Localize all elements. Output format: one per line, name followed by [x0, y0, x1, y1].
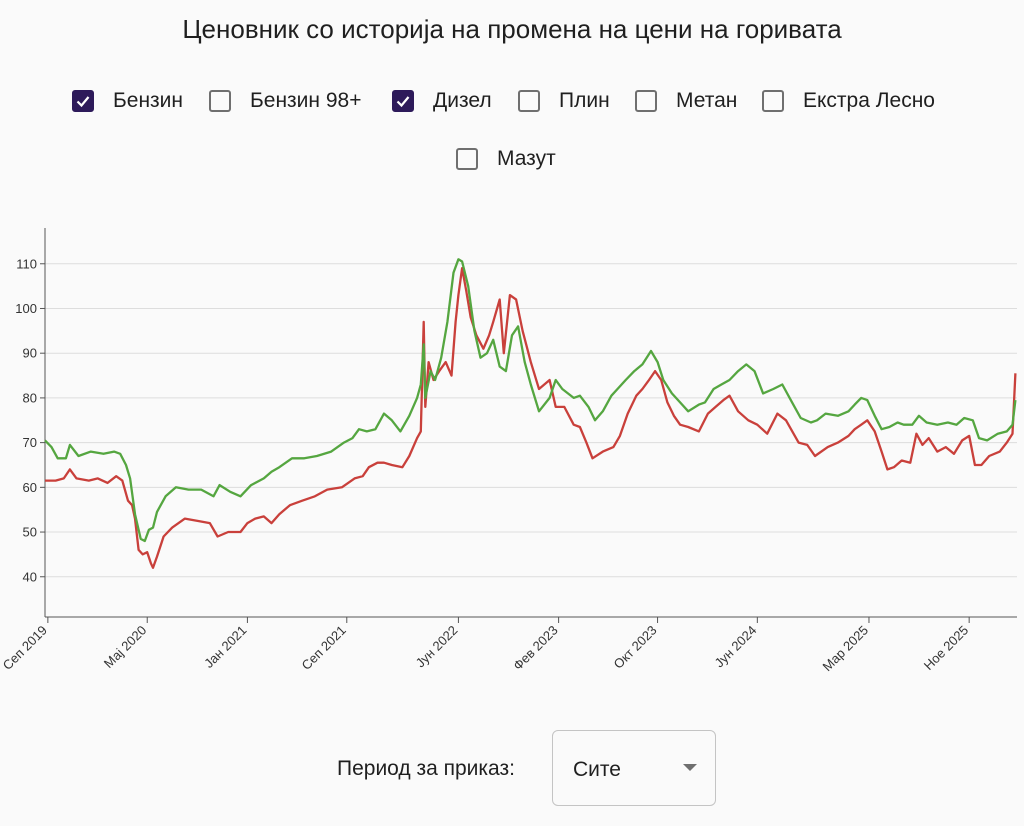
filter-dizel[interactable]: Дизел — [392, 89, 492, 113]
period-selector: Период за приказ: Сите — [0, 730, 1024, 806]
series-line-dizel — [44, 258, 1017, 543]
filter-mazut[interactable]: Мазут — [456, 147, 556, 171]
x-tick-label: Јан 2021 — [201, 623, 249, 671]
filter-benzin-98[interactable]: Бензин 98+ — [209, 89, 361, 113]
price-history-chart: 40 50 60 70 80 90 100 110 Сеп 2019 Мај 2020 Јан 20… — [0, 200, 1024, 700]
filter-label: Метан — [676, 89, 738, 112]
chevron-down-icon — [683, 764, 697, 771]
filter-benzin[interactable]: Бензин — [72, 89, 183, 113]
y-tick-label: 40 — [23, 569, 37, 584]
filter-label: Плин — [559, 89, 610, 112]
filter-metan[interactable]: Метан — [635, 89, 737, 113]
checkbox[interactable] — [72, 90, 94, 112]
x-tick-label: Ное 2025 — [921, 623, 971, 673]
checkbox[interactable] — [762, 90, 784, 112]
filter-ekstra-lesno[interactable]: Екстра Лесно — [762, 89, 935, 113]
checkbox[interactable] — [635, 90, 657, 112]
x-tick-label: Мар 2025 — [819, 623, 871, 675]
checkbox[interactable] — [209, 90, 231, 112]
period-label: Период за приказ: — [337, 757, 515, 780]
series-line-benzin — [45, 267, 1017, 569]
y-tick-label: 100 — [15, 301, 37, 316]
y-tick-label: 110 — [16, 256, 37, 271]
x-tick-label: Сеп 2021 — [299, 623, 349, 673]
filter-label: Екстра Лесно — [803, 89, 935, 112]
y-tick-label: 60 — [23, 480, 37, 495]
checkbox[interactable] — [456, 148, 478, 170]
checkbox[interactable] — [392, 90, 414, 112]
y-tick-label: 80 — [23, 390, 37, 405]
x-tick-label: Јун 2022 — [413, 623, 461, 671]
period-select[interactable]: Сите — [552, 730, 716, 806]
page-title: Ценовник со историја на промена на цени … — [182, 14, 842, 44]
y-tick-label: 50 — [23, 525, 37, 540]
x-tick-label: Фев 2023 — [510, 623, 561, 674]
x-tick-label: Окт 2023 — [611, 623, 660, 672]
filter-label: Бензин — [113, 89, 184, 112]
filter-label: Бензин 98+ — [250, 89, 362, 112]
filter-label: Мазут — [497, 147, 556, 170]
y-tick-label: 70 — [23, 435, 37, 450]
checkbox[interactable] — [518, 90, 540, 112]
period-select-value: Сите — [573, 758, 621, 781]
x-tick-label: Сеп 2019 — [0, 623, 50, 673]
x-tick-label: Јун 2024 — [712, 623, 760, 671]
y-tick-label: 90 — [23, 346, 37, 361]
filter-plin[interactable]: Плин — [518, 89, 610, 113]
x-tick-label: Мај 2020 — [101, 623, 150, 672]
filter-label: Дизел — [433, 89, 492, 112]
